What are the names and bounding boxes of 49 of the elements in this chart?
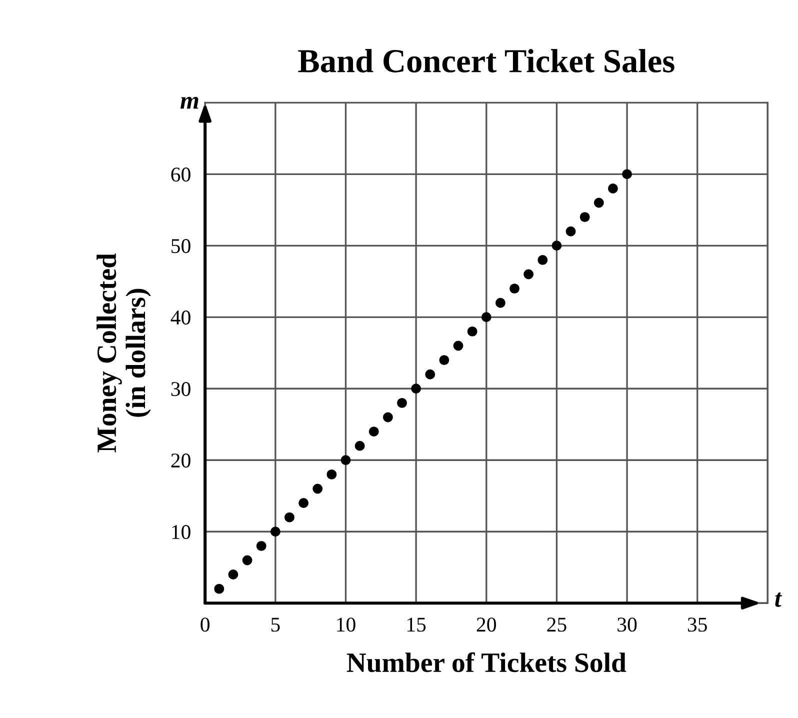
y-tick-label: 10 xyxy=(172,525,190,540)
point xyxy=(256,540,266,551)
x-tick-label: 15 xyxy=(407,618,426,632)
point xyxy=(228,570,238,580)
x-tick-label: 5 xyxy=(271,618,280,632)
y-axis-title: Money Collected (in dollars) xyxy=(96,253,151,452)
text: m xyxy=(180,96,198,109)
x-tick-label: 10 xyxy=(337,618,356,632)
point xyxy=(594,198,604,208)
chart-title: Band Concert Ticket Sales xyxy=(298,48,674,72)
point xyxy=(453,340,464,351)
point xyxy=(538,254,548,265)
x-axis-title: Number of Tickets Sold xyxy=(346,652,626,672)
point xyxy=(495,298,506,308)
point xyxy=(368,426,379,437)
point xyxy=(298,498,309,508)
x-tick-label: 35 xyxy=(688,618,707,632)
point xyxy=(510,284,520,294)
point xyxy=(242,555,252,566)
point xyxy=(411,384,422,394)
point xyxy=(284,512,294,522)
point xyxy=(439,355,450,366)
point xyxy=(397,398,407,408)
x-tick-label: 20 xyxy=(476,618,496,632)
point xyxy=(326,469,337,480)
point xyxy=(354,440,365,451)
y-tick-label: 40 xyxy=(170,310,190,325)
point xyxy=(580,212,590,222)
point xyxy=(382,412,393,422)
x-tick-label: 25 xyxy=(547,618,566,632)
point xyxy=(340,455,351,466)
text: t xyxy=(775,592,782,607)
x-tick-label: 0 xyxy=(200,618,210,632)
point xyxy=(552,240,562,251)
y-tick-label: 20 xyxy=(171,454,190,468)
point xyxy=(566,226,576,236)
point xyxy=(214,584,224,594)
y-tick-label: 30 xyxy=(171,382,190,396)
y-tick-label: 50 xyxy=(172,239,190,254)
point xyxy=(608,183,618,194)
y-tick-label: 60 xyxy=(171,168,190,182)
point xyxy=(312,484,323,494)
point xyxy=(467,326,478,336)
point xyxy=(270,526,280,537)
point xyxy=(622,169,632,180)
point xyxy=(481,312,492,322)
x-tick-label: 30 xyxy=(618,618,637,632)
point xyxy=(524,269,534,280)
point xyxy=(425,369,436,380)
